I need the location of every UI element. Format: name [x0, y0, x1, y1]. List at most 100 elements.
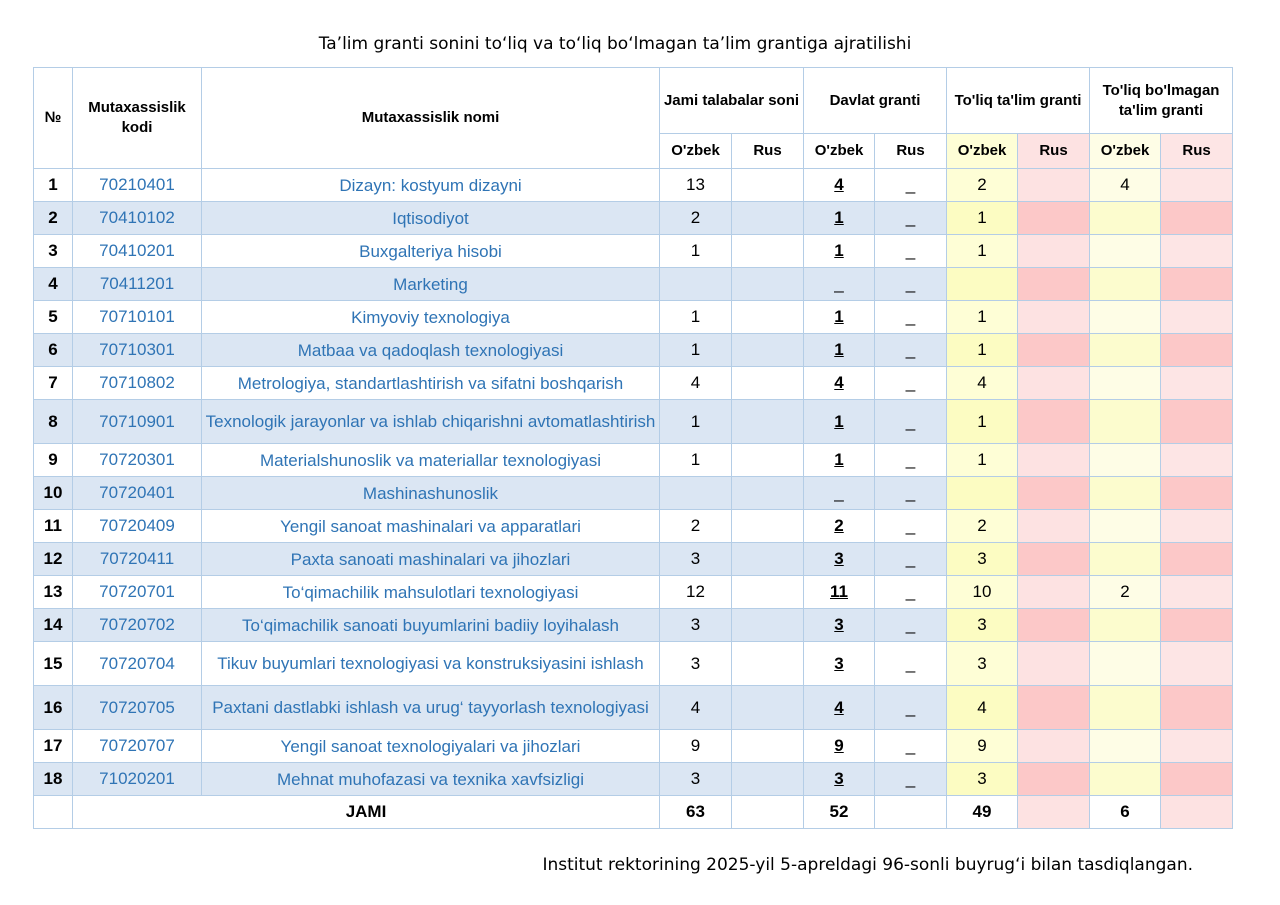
specialty-code: 70710802: [72, 366, 202, 400]
partial-grant-uz: [1089, 476, 1162, 510]
table-row: 16 70720705 Paxtani dastlabki ishlash va u…: [33, 685, 1234, 730]
students-uz: 3: [659, 542, 732, 576]
specialty-code: 70411201: [72, 267, 202, 301]
full-grant-uz: 1: [946, 201, 1019, 235]
students-uz: 12: [659, 575, 732, 609]
state-grant-uz: 1: [803, 443, 875, 477]
full-grant-ru: [1017, 300, 1091, 334]
partial-grant-ru: [1160, 641, 1234, 686]
specialty-name: Marketing: [201, 267, 660, 301]
partial-grant-uz: [1089, 509, 1162, 543]
partial-grant-uz: [1089, 366, 1162, 400]
partial-grant-ru: [1160, 366, 1234, 400]
col-header-partial-grant: To'liq bo'lmagan ta'lim granti: [1089, 67, 1234, 134]
partial-grant-uz: [1089, 267, 1162, 301]
students-ru: [731, 333, 804, 367]
totals-full-ru: [1017, 795, 1091, 829]
row-number: 4: [33, 267, 73, 301]
table-row: 10 70720401 Mashinashunoslik _ _: [33, 476, 1234, 510]
state-grant-uz: 4: [803, 168, 875, 202]
specialty-name: Tikuv buyumlari texnologiyasi va konstru…: [201, 641, 660, 686]
partial-grant-uz: [1089, 729, 1162, 763]
table-row: 11 70720409 Yengil sanoat mashinalari va a…: [33, 509, 1234, 543]
state-grant-uz: 3: [803, 608, 875, 642]
state-grant-uz: 3: [803, 542, 875, 576]
col-header-state-grant: Davlat granti: [802, 67, 948, 134]
students-ru: [731, 685, 804, 730]
col-header-code: Mutaxassislik kodi: [72, 67, 202, 169]
partial-grant-uz: [1089, 443, 1162, 477]
partial-grant-uz: [1089, 399, 1162, 444]
partial-grant-uz: 2: [1089, 575, 1162, 609]
state-grant-uz: 9: [803, 729, 875, 763]
partial-grant-ru: [1160, 333, 1234, 367]
table-row: 15 70720704 Tikuv buyumlari texnologiyasi …: [33, 641, 1234, 686]
state-grant-ru: _: [873, 333, 948, 367]
state-grant-ru: _: [873, 641, 948, 686]
specialty-code: 70710101: [72, 300, 202, 334]
col-header-total-students: Jami talabalar soni: [659, 67, 804, 134]
table-row: 9 70720301 Materialshunoslik va materialla…: [33, 443, 1234, 477]
students-ru: [731, 476, 804, 510]
full-grant-uz: 1: [946, 399, 1019, 444]
partial-grant-uz: [1089, 608, 1162, 642]
totals-full-uz: 49: [946, 795, 1019, 829]
row-number: 15: [33, 641, 73, 686]
specialty-code: 70720704: [72, 641, 202, 686]
subheader-ru: Rus: [1017, 133, 1091, 169]
state-grant-ru: _: [873, 542, 948, 576]
partial-grant-uz: [1089, 542, 1162, 576]
subheader-uz: O'zbek: [1089, 133, 1162, 169]
students-uz: 1: [659, 399, 732, 444]
students-uz: 4: [659, 366, 732, 400]
students-uz: 3: [659, 762, 732, 796]
students-uz: 4: [659, 685, 732, 730]
specialty-code: 70210401: [72, 168, 202, 202]
subheader-ru: Rus: [1160, 133, 1234, 169]
specialty-code: 70720409: [72, 509, 202, 543]
specialty-name: Matbaa va qadoqlash texnologiyasi: [201, 333, 660, 367]
state-grant-uz: 4: [803, 366, 875, 400]
students-ru: [731, 399, 804, 444]
grant-table: № Mutaxassislik kodi Mutaxassislik nomi …: [33, 67, 1234, 829]
totals-students-uz: 63: [659, 795, 732, 829]
table-row: 18 71020201 Mehnat muhofazasi va texnika x…: [33, 762, 1234, 796]
specialty-code: 70410102: [72, 201, 202, 235]
state-grant-ru: _: [873, 476, 948, 510]
totals-students-ru: [731, 795, 804, 829]
table-row: 3 70410201 Buxgalteriya hisobi 1 1 _ 1: [33, 234, 1234, 268]
full-grant-ru: [1017, 762, 1091, 796]
row-number: 13: [33, 575, 73, 609]
state-grant-ru: _: [873, 762, 948, 796]
state-grant-ru: _: [873, 575, 948, 609]
table-row: 5 70710101 Kimyoviy texnologiya 1 1 _ 1: [33, 300, 1234, 334]
partial-grant-uz: [1089, 201, 1162, 235]
subheader-uz: O'zbek: [659, 133, 732, 169]
row-number: 5: [33, 300, 73, 334]
students-uz: 1: [659, 300, 732, 334]
totals-gov-uz: 52: [803, 795, 875, 829]
state-grant-ru: _: [873, 399, 948, 444]
state-grant-uz: 1: [803, 399, 875, 444]
students-ru: [731, 366, 804, 400]
subheader-row: O'zbek Rus O'zbek Rus O'zbek Rus O'zbek …: [34, 133, 1234, 169]
full-grant-ru: [1017, 685, 1091, 730]
specialty-name: Buxgalteriya hisobi: [201, 234, 660, 268]
full-grant-ru: [1017, 234, 1091, 268]
specialty-code: 70720411: [72, 542, 202, 576]
specialty-name: To‘qimachilik mahsulotlari texnologiyasi: [201, 575, 660, 609]
specialty-name: Mehnat muhofazasi va texnika xavfsizligi: [201, 762, 660, 796]
full-grant-uz: 9: [946, 729, 1019, 763]
full-grant-ru: [1017, 267, 1091, 301]
full-grant-ru: [1017, 168, 1091, 202]
students-uz: 9: [659, 729, 732, 763]
specialty-name: Texnologik jarayonlar va ishlab chiqaris…: [201, 399, 660, 444]
table-row: 13 70720701 To‘qimachilik mahsulotlari tex…: [33, 575, 1234, 609]
totals-label: JAMI: [72, 795, 660, 829]
full-grant-ru: [1017, 729, 1091, 763]
table-row: 2 70410102 Iqtisodiyot 2 1 _ 1: [33, 201, 1234, 235]
row-number: 3: [33, 234, 73, 268]
partial-grant-ru: [1160, 762, 1234, 796]
specialty-name: Yengil sanoat texnologiyalari va jihozla…: [201, 729, 660, 763]
col-header-no: №: [33, 67, 73, 169]
